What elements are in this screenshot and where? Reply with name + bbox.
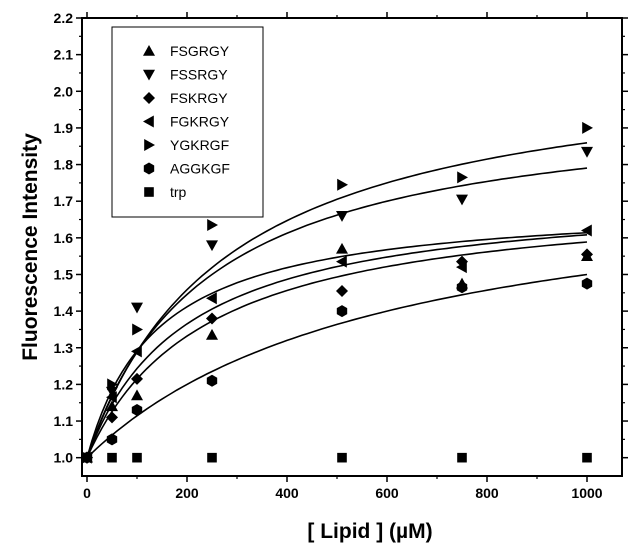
data-point bbox=[581, 277, 593, 290]
legend-label: trp bbox=[170, 184, 187, 200]
y-tick-label: 2.0 bbox=[54, 83, 74, 99]
y-tick-label: 1.6 bbox=[54, 230, 74, 246]
data-point bbox=[106, 433, 118, 446]
legend-marker bbox=[143, 115, 154, 128]
legend-marker bbox=[143, 162, 155, 175]
y-tick-label: 1.8 bbox=[54, 157, 74, 173]
data-point bbox=[131, 302, 143, 314]
data-point bbox=[581, 248, 593, 261]
fit-curve bbox=[86, 231, 588, 458]
data-point bbox=[581, 224, 592, 237]
legend-marker bbox=[144, 139, 155, 151]
legend-label: YGKRGF bbox=[170, 137, 229, 153]
data-point bbox=[457, 171, 468, 184]
data-point bbox=[131, 345, 142, 358]
y-tick-label: 1.0 bbox=[54, 450, 74, 466]
data-point bbox=[107, 378, 118, 391]
fit-curve bbox=[86, 167, 588, 458]
data-point bbox=[456, 194, 468, 206]
y-tick-label: 1.5 bbox=[54, 266, 74, 282]
x-tick-label: 800 bbox=[475, 485, 499, 501]
legend-label: FGKRGY bbox=[170, 114, 230, 130]
ticks-layer: 0 200 400 600 800 1000 1.0 1.1 1.2 1.3 1.4 1.5 1.6 1.… bbox=[54, 10, 628, 501]
data-point bbox=[131, 389, 143, 401]
fit-curve bbox=[86, 142, 588, 458]
fit-curve bbox=[86, 241, 588, 459]
data-point bbox=[106, 411, 118, 424]
x-tick-label: 400 bbox=[275, 485, 299, 501]
legend-label: FSSRGY bbox=[170, 67, 228, 83]
data-point bbox=[206, 292, 217, 305]
plot-frame bbox=[81, 17, 623, 477]
y-tick-label: 1.2 bbox=[54, 376, 74, 392]
data-point bbox=[131, 372, 143, 385]
legend-marker bbox=[143, 45, 155, 56]
y-tick-label: 1.1 bbox=[54, 413, 74, 429]
y-tick-label: 2.1 bbox=[54, 47, 74, 63]
fit-curve bbox=[86, 273, 588, 459]
data-point bbox=[336, 242, 348, 254]
legend-box bbox=[111, 26, 264, 218]
data-point bbox=[132, 323, 143, 336]
data-point bbox=[457, 452, 467, 463]
x-tick-label: 600 bbox=[375, 485, 399, 501]
y-tick-label: 1.7 bbox=[54, 193, 74, 209]
fit-curve bbox=[86, 234, 588, 458]
data-point bbox=[206, 328, 218, 340]
data-point bbox=[132, 452, 142, 463]
data-point bbox=[336, 305, 348, 318]
data-point bbox=[336, 255, 347, 268]
data-point bbox=[106, 400, 118, 412]
legend-marker bbox=[143, 92, 155, 104]
data-point bbox=[456, 281, 468, 294]
data-point bbox=[581, 146, 593, 158]
data-point bbox=[337, 178, 348, 191]
data-point bbox=[206, 374, 218, 387]
data-point bbox=[336, 284, 348, 297]
x-tick-label: 1000 bbox=[571, 485, 602, 501]
data-point bbox=[207, 452, 217, 463]
y-tick-label: 1.9 bbox=[54, 120, 74, 136]
data-points bbox=[81, 121, 593, 464]
data-point bbox=[337, 452, 347, 463]
legend: FSGRGY FSSRGY FSKRGY FGKRGY YGKRGF AGGKGF trp bbox=[111, 26, 264, 218]
data-point bbox=[82, 452, 92, 463]
data-point bbox=[107, 452, 117, 463]
x-tick-label: 0 bbox=[83, 485, 91, 501]
data-point bbox=[206, 240, 218, 252]
legend-label: AGGKGF bbox=[170, 161, 230, 177]
data-point bbox=[106, 386, 118, 398]
data-point bbox=[456, 261, 467, 274]
y-tick-label: 1.3 bbox=[54, 340, 74, 356]
x-tick-label: 200 bbox=[175, 485, 199, 501]
legend-label: FSKRGY bbox=[170, 90, 228, 106]
legend-marker bbox=[144, 187, 154, 197]
data-point bbox=[131, 404, 143, 417]
fit-curves bbox=[86, 142, 588, 459]
y-tick-label: 1.4 bbox=[54, 303, 74, 319]
data-point bbox=[582, 121, 593, 134]
data-point bbox=[106, 391, 117, 404]
legend-marker bbox=[143, 69, 155, 81]
legend-label: FSGRGY bbox=[170, 43, 230, 59]
data-point bbox=[582, 452, 592, 463]
data-point bbox=[206, 312, 218, 325]
data-point bbox=[336, 211, 348, 222]
x-axis-title: [ Lipid ] (µM) bbox=[307, 520, 432, 543]
y-axis-title: Fluorescence Intensity bbox=[19, 133, 42, 361]
y-tick-label: 2.2 bbox=[54, 10, 74, 26]
data-point bbox=[207, 219, 218, 232]
